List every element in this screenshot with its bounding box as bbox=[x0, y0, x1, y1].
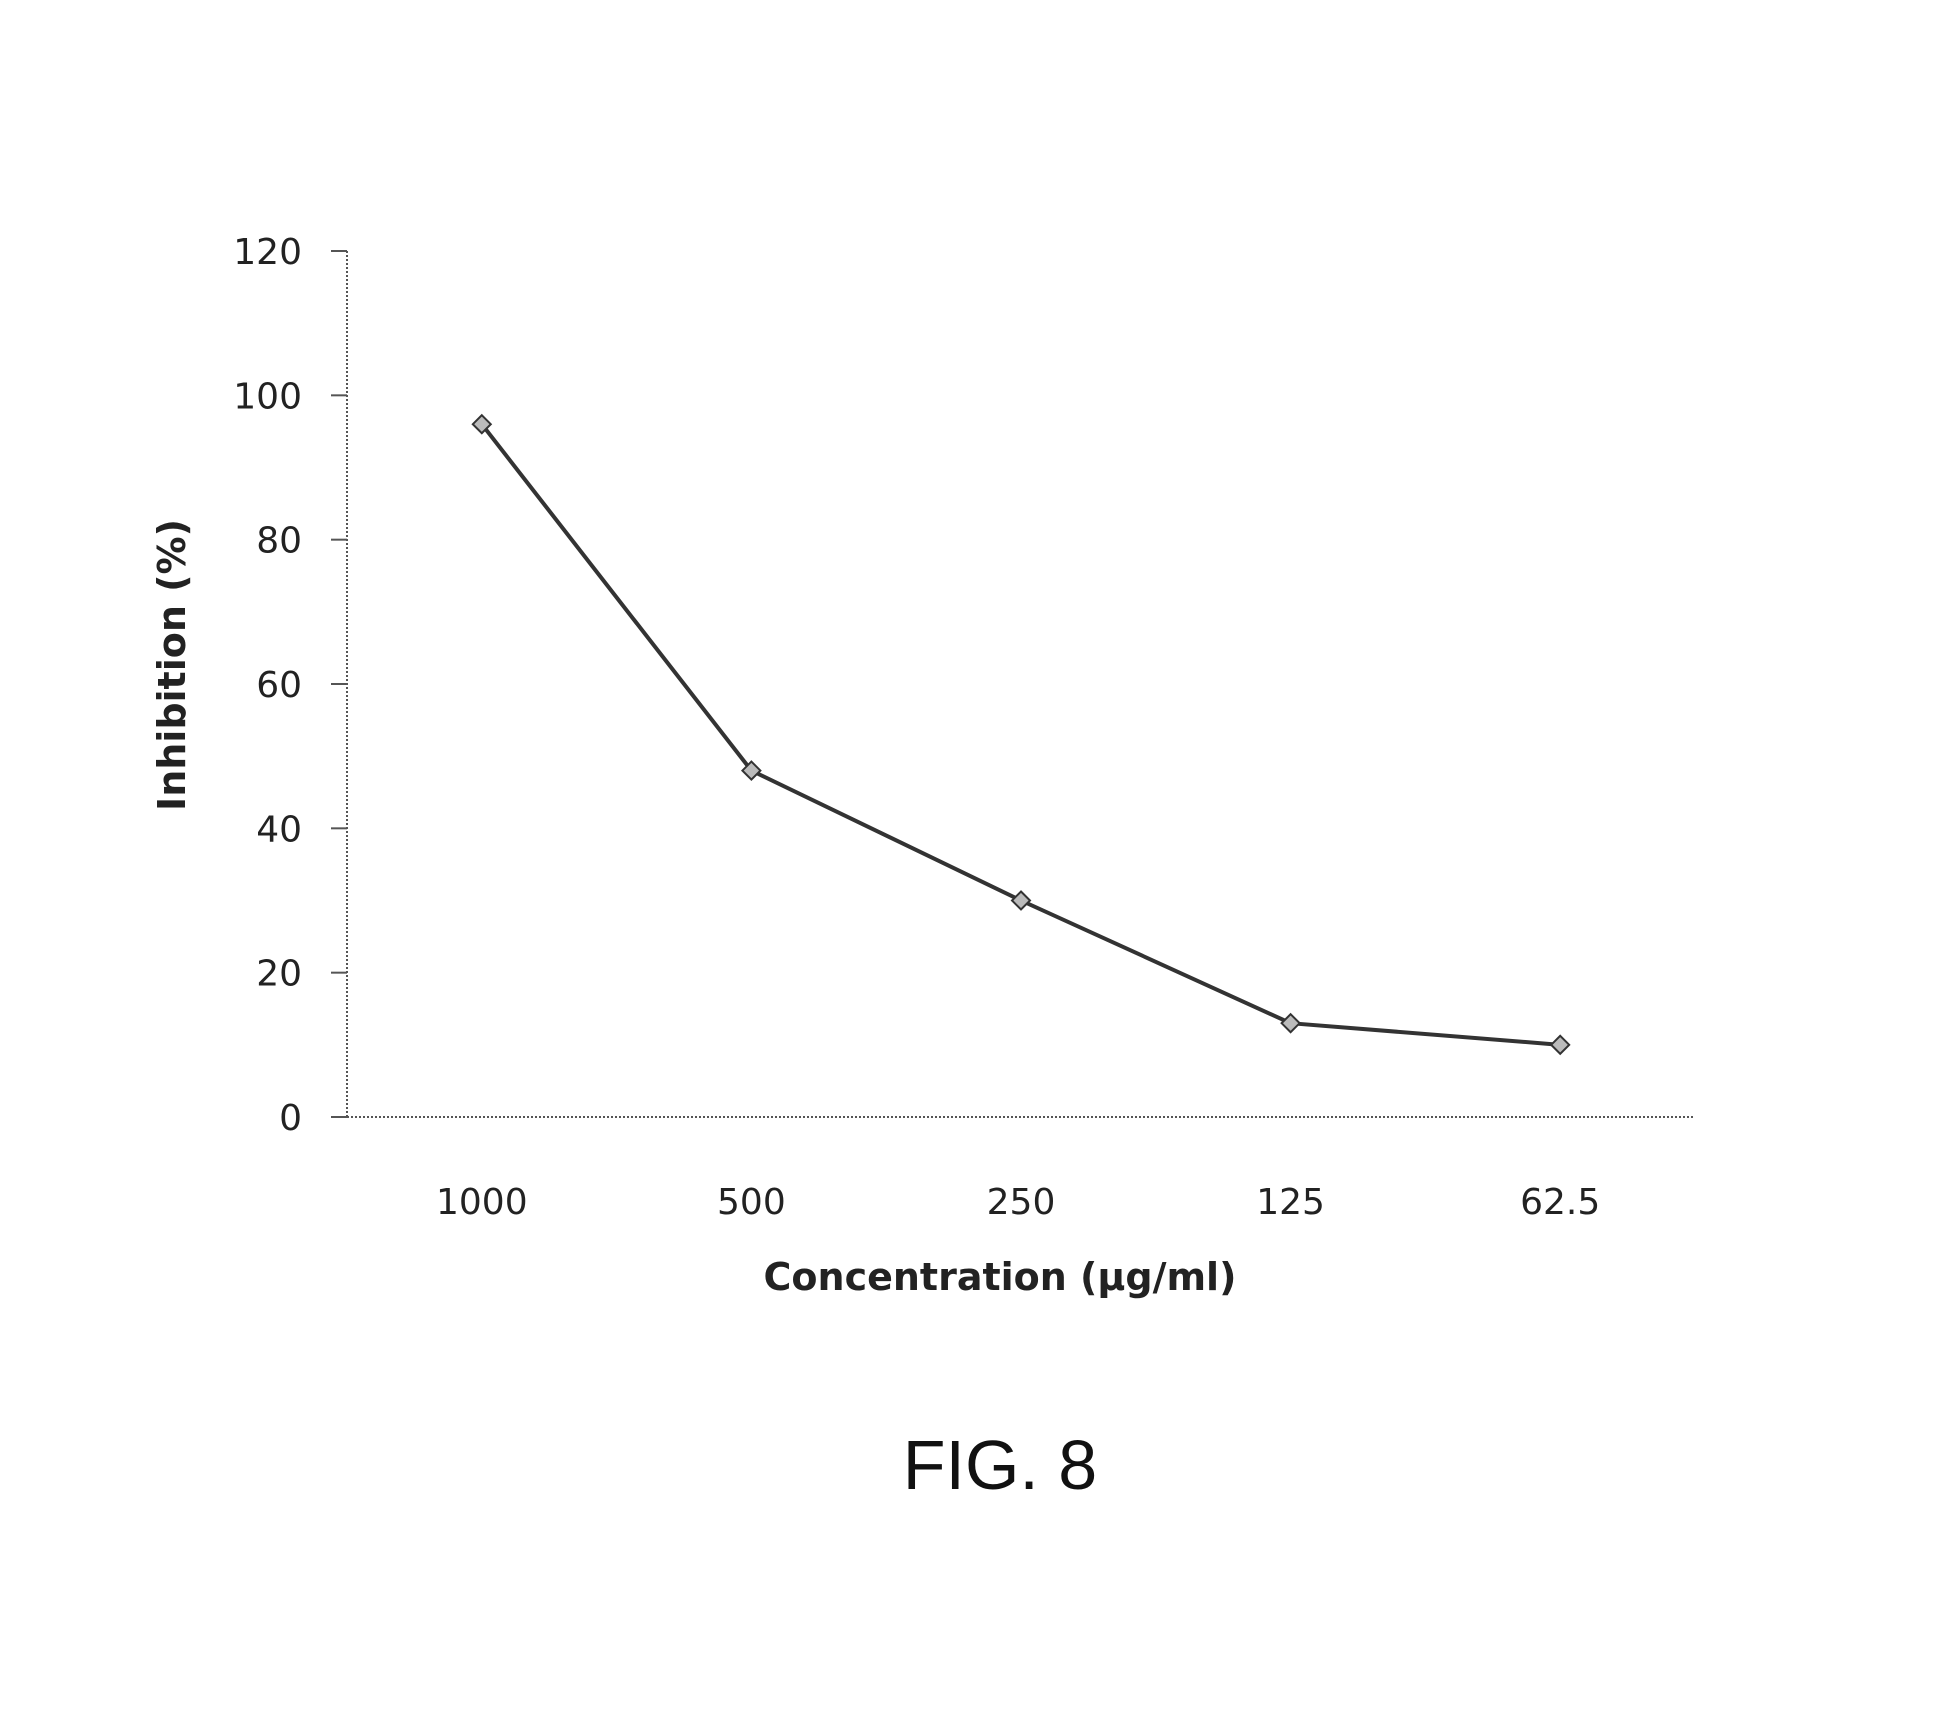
y-tick-label: 100 bbox=[233, 376, 302, 417]
x-tick-label: 1000 bbox=[436, 1182, 528, 1223]
y-tick-label: 80 bbox=[256, 521, 302, 562]
x-tick-label: 125 bbox=[1256, 1182, 1325, 1223]
x-tick-label: 62.5 bbox=[1520, 1182, 1600, 1223]
data-point bbox=[1012, 892, 1030, 910]
x-axis-title: Concentration (µg/ml) bbox=[764, 1255, 1237, 1299]
x-tick-label: 250 bbox=[987, 1182, 1056, 1223]
y-axis-title: Inhibition (%) bbox=[150, 519, 194, 811]
figure-caption: FIG. 8 bbox=[0, 1425, 1949, 1505]
y-tick-label: 120 bbox=[233, 232, 302, 273]
y-tick-label: 20 bbox=[256, 954, 302, 995]
y-axis: 0 20 40 60 80 100 120 bbox=[233, 232, 347, 1139]
y-tick-label: 60 bbox=[256, 665, 302, 706]
data-point bbox=[1551, 1036, 1569, 1054]
x-tick-label: 500 bbox=[717, 1182, 786, 1223]
series-group bbox=[473, 415, 1569, 1054]
y-tick-label: 40 bbox=[256, 809, 302, 850]
y-tick-label: 0 bbox=[279, 1098, 302, 1139]
data-point bbox=[1282, 1014, 1300, 1032]
series-line bbox=[482, 424, 1560, 1045]
x-axis: 1000 500 250 125 62.5 bbox=[331, 1117, 1695, 1223]
